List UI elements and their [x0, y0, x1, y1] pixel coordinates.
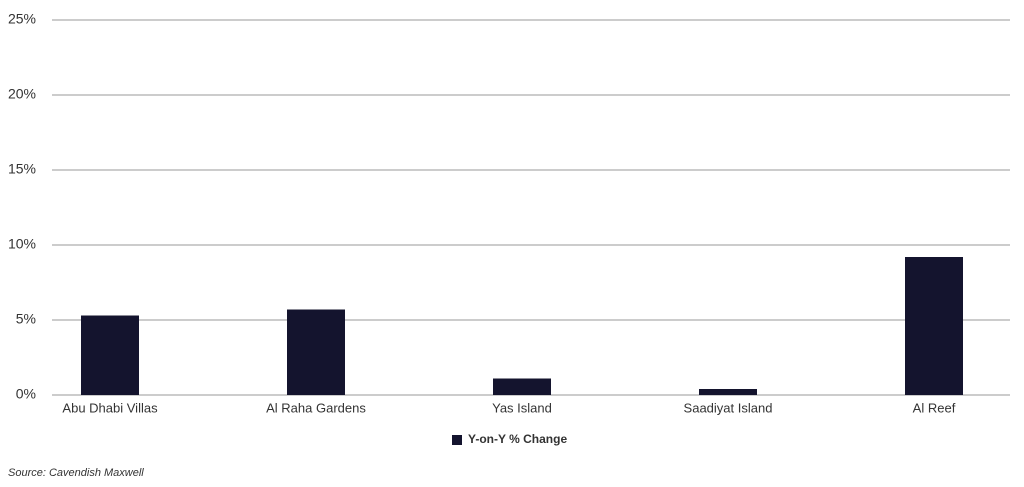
legend-swatch	[452, 435, 462, 445]
x-tick-label: Yas Island	[492, 400, 552, 415]
y-tick-label: 5%	[16, 311, 36, 327]
y-tick-label: 25%	[8, 11, 36, 27]
source-note: Source: Cavendish Maxwell	[8, 467, 144, 479]
x-tick-label: Saadiyat Island	[684, 400, 773, 415]
x-tick-label: Al Reef	[913, 400, 956, 415]
legend-label: Y-on-Y % Change	[468, 432, 567, 446]
bar	[287, 309, 345, 395]
bar	[699, 389, 757, 395]
y-tick-label: 10%	[8, 236, 36, 252]
x-tick-label: Al Raha Gardens	[266, 400, 366, 415]
y-tick-label: 15%	[8, 161, 36, 177]
x-tick-label: Abu Dhabi Villas	[62, 400, 158, 415]
y-tick-label: 20%	[8, 86, 36, 102]
bar	[905, 257, 963, 395]
bar	[81, 315, 139, 395]
y-tick-label: 0%	[16, 386, 36, 402]
bar	[493, 378, 551, 395]
